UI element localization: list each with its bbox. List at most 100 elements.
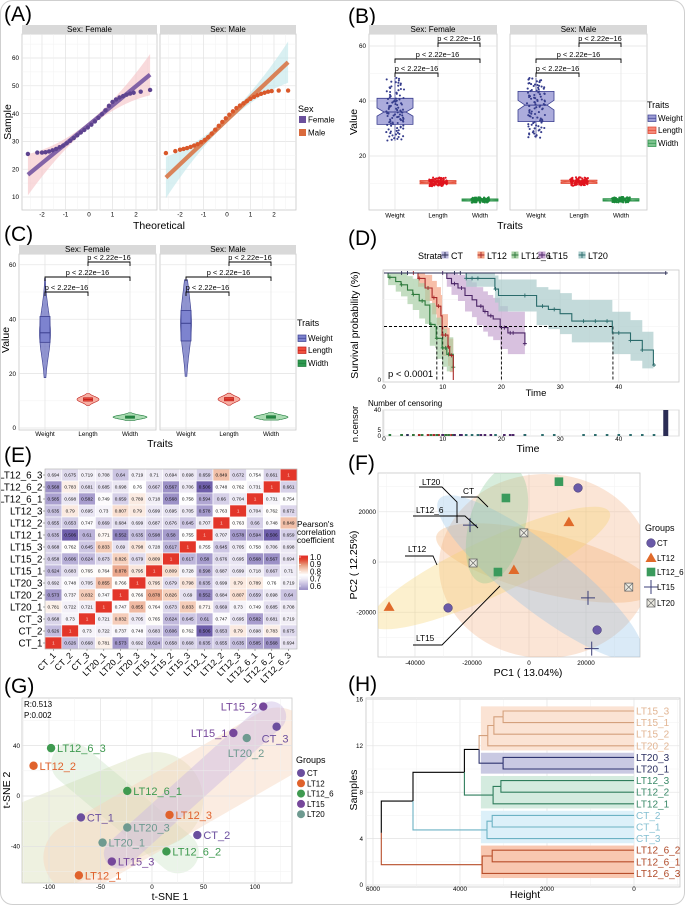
dendrogram-branch xyxy=(481,855,493,865)
jitter-point xyxy=(572,184,575,187)
heatmap-cell-value: 0.762 xyxy=(232,485,244,490)
jitter-point xyxy=(531,77,534,80)
heatmap-cell-value: 0.763 xyxy=(216,509,228,514)
censor-count-bar xyxy=(450,434,453,436)
jitter-point xyxy=(398,132,401,135)
jitter-point xyxy=(402,97,405,100)
leaf-label: LT12_3 xyxy=(636,776,670,787)
row-label: LT12_6_3 xyxy=(0,471,43,482)
heatmap-cell-value: 0.73 xyxy=(66,617,76,622)
heatmap-cell-value: 0.73 xyxy=(99,509,109,514)
censor-count-bar xyxy=(503,434,506,436)
legend-title: Groups xyxy=(645,523,675,533)
heatmap-cell-value: 0.585 xyxy=(249,641,261,646)
heatmap-cell-value: 0.764 xyxy=(98,569,110,574)
legend-label: LT20 xyxy=(588,251,608,261)
qq-point xyxy=(202,137,207,143)
group-annotation-lt12_6: LT12_6 xyxy=(413,505,479,529)
plot-area xyxy=(378,473,640,657)
y-axis-title: Value xyxy=(0,327,12,353)
significance-bracket xyxy=(394,58,481,63)
jitter-point xyxy=(390,138,393,141)
colorbar-segment xyxy=(299,588,308,590)
dendrogram-branch xyxy=(491,821,634,828)
jitter-point xyxy=(613,196,616,199)
jitter-point xyxy=(530,110,533,113)
heatmap-cell-value: 0.655 xyxy=(216,641,228,646)
heatmap-cell-value: 0.789 xyxy=(132,497,144,502)
heatmap-cell-value: 0.617 xyxy=(165,545,177,550)
jitter-point xyxy=(397,115,400,118)
heatmap-cell-value: 0.626 xyxy=(64,641,76,646)
leaf-label: LT12_2 xyxy=(636,788,670,799)
legend-label: LT12 xyxy=(307,779,325,788)
facet-strip xyxy=(160,245,296,254)
pca-point-lt12_6 xyxy=(501,493,511,503)
heatmap-cell-value: 0.706 xyxy=(266,545,278,550)
legend-label: Female xyxy=(308,115,335,124)
dendrogram-branch xyxy=(478,735,488,750)
square-x-cross xyxy=(646,598,656,608)
x-tick-label: Weight xyxy=(35,431,55,438)
censor-mark xyxy=(452,271,457,275)
heatmap-cell-value: 0.585 xyxy=(48,497,60,502)
x-tick-label: 10 xyxy=(439,384,447,391)
pca-point-lt20 xyxy=(519,528,529,538)
censor-mark xyxy=(640,348,645,353)
tsne-point xyxy=(259,702,268,711)
jitter-point xyxy=(388,104,391,108)
group-annotation-lt15: LT15 xyxy=(413,585,501,646)
y-tick-label: 60 xyxy=(12,55,20,62)
qq-point xyxy=(147,87,153,93)
heatmap-cell-value: 0.719 xyxy=(283,617,295,622)
pca-point-ct xyxy=(573,483,583,493)
significance-bracket xyxy=(578,42,622,47)
dendrogram-branch xyxy=(481,864,634,874)
x-axis-title: Time xyxy=(517,443,540,455)
qq-point xyxy=(251,94,257,100)
colorbar-segment xyxy=(299,572,308,574)
heatmap-cell-value: 0.668 xyxy=(81,641,93,646)
heatmap-cell-value: 0.669 xyxy=(216,605,228,610)
heatmap-cell-value: 0.755 xyxy=(182,533,194,538)
x-tick-label: 40 xyxy=(615,436,623,443)
legend-key-lt12_6 xyxy=(297,789,305,798)
heatmap-cell-value: 0.855 xyxy=(132,605,144,610)
legend-label: Length xyxy=(658,126,682,135)
jitter-point xyxy=(535,124,538,127)
y-tick-label: 50 xyxy=(12,83,20,90)
plot-background xyxy=(21,697,293,884)
censor-mark xyxy=(522,341,527,346)
censor-count-bar xyxy=(460,434,463,436)
jitter-point xyxy=(390,124,393,127)
significance-bracket xyxy=(394,72,439,77)
point-label: LT20_1 xyxy=(109,838,146,850)
colorbar-segment xyxy=(299,585,308,587)
qq-point xyxy=(53,146,59,152)
sample-lt12_6_3: LT12_6_3 xyxy=(46,743,106,755)
qq-point xyxy=(106,103,112,109)
x-tick-label: 0 xyxy=(632,886,636,893)
x-tick-label: 2 xyxy=(134,212,138,219)
jitter-point xyxy=(440,176,443,179)
heatmap-cell-value: 0.552 xyxy=(115,533,127,538)
heatmap-cell-value: 0.694 xyxy=(165,473,177,478)
dendrogram-branch xyxy=(463,748,480,773)
jitter-point xyxy=(401,108,405,111)
significance-bracket xyxy=(87,261,131,266)
heatmap-cell-value: 0.695 xyxy=(81,509,93,514)
significance-bracket xyxy=(535,72,580,77)
leaf-label: LT20_1 xyxy=(636,765,670,776)
colorbar-segment xyxy=(299,571,308,573)
censor-mark xyxy=(522,293,527,298)
legend-title: Groups xyxy=(296,755,326,765)
legend-key-male xyxy=(299,129,306,136)
qq-point xyxy=(262,90,267,95)
colorbar-segment xyxy=(299,555,308,557)
censor-count-bar xyxy=(435,434,439,436)
censor-count-bar xyxy=(412,434,415,436)
y-tick-label: 40 xyxy=(12,111,20,118)
censor-mark xyxy=(540,304,545,309)
